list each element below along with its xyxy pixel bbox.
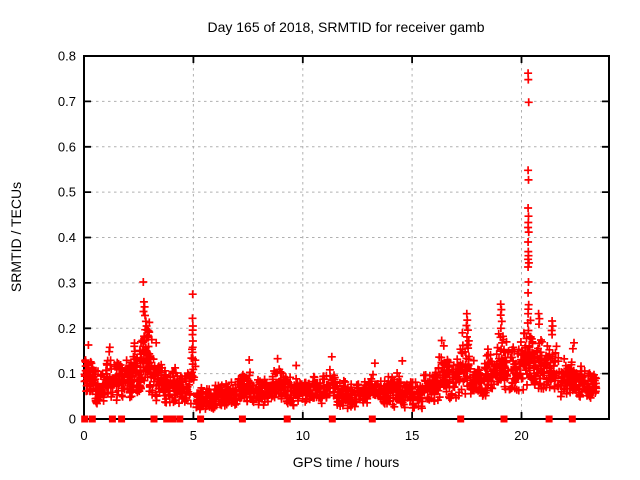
y-tick-label: 0.4 xyxy=(58,230,76,245)
x-axis-label: GPS time / hours xyxy=(293,454,400,470)
srmtid-data-points xyxy=(80,69,601,414)
y-tick-label: 0.3 xyxy=(58,276,76,291)
y-tick-label: 0.7 xyxy=(58,94,76,109)
y-axis-label: SRMTID / TECUs xyxy=(8,182,24,292)
x-tick-label: 20 xyxy=(514,428,528,443)
chart-title: Day 165 of 2018, SRMTID for receiver gam… xyxy=(207,19,484,35)
x-tick-label: 0 xyxy=(80,428,87,443)
zero-flag-squares xyxy=(81,415,576,423)
y-tick-label: 0 xyxy=(69,412,76,427)
y-tick-label: 0.2 xyxy=(58,321,76,336)
plot-border xyxy=(83,55,610,420)
y-tick-label: 0.5 xyxy=(58,185,76,200)
x-tick-label: 5 xyxy=(190,428,197,443)
x-tick-label: 10 xyxy=(296,428,310,443)
gridlines xyxy=(84,56,609,419)
y-tick-label: 0.1 xyxy=(58,366,76,381)
y-tick-label: 0.8 xyxy=(58,49,76,64)
y-tick-label: 0.6 xyxy=(58,139,76,154)
x-tick-label: 15 xyxy=(405,428,419,443)
tick-labels: 0 5 10 15 20 0 0.1 0.2 0.3 0.4 0.5 0.6 0.7 0.8 xyxy=(58,49,529,443)
